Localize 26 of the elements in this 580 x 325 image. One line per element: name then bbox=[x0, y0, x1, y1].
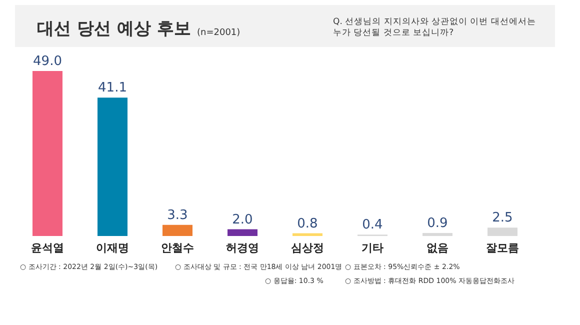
text: Q. 선생님의 지지의사와 상관없이 이번 대선에서는 누가 당선될 것으로 보십니까? bbox=[333, 17, 536, 38]
bar bbox=[422, 232, 452, 236]
bar bbox=[98, 98, 128, 236]
x-tick-label: 안철수 bbox=[161, 242, 194, 254]
x-tick-label: 잘모름 bbox=[486, 242, 519, 254]
data-label: 0.9 bbox=[427, 216, 448, 231]
bar bbox=[292, 233, 322, 236]
chart-subtitle: (n=2001) bbox=[197, 28, 240, 38]
data-label: 2.0 bbox=[232, 212, 253, 228]
x-tick-label: 기타 bbox=[362, 242, 384, 254]
bar bbox=[162, 224, 192, 236]
data-label: 3.3 bbox=[167, 208, 188, 223]
data-label: 0.4 bbox=[362, 218, 383, 233]
x-tick-label: 윤석열 bbox=[31, 242, 64, 254]
data-label: 41.1 bbox=[98, 80, 127, 96]
bar bbox=[228, 229, 258, 236]
x-tick-label: 없음 bbox=[426, 242, 448, 254]
data-label: 0.8 bbox=[297, 216, 318, 232]
data-label: 2.5 bbox=[492, 210, 513, 226]
bar bbox=[32, 71, 62, 236]
x-tick-label: 이재명 bbox=[96, 242, 129, 254]
x-tick-label: 심상정 bbox=[291, 242, 324, 254]
x-tick-label: 허경영 bbox=[226, 242, 259, 254]
bar bbox=[488, 228, 518, 236]
data-label: 49.0 bbox=[33, 54, 62, 69]
chart-title: 대선 당선 예상 후보 bbox=[37, 19, 191, 39]
